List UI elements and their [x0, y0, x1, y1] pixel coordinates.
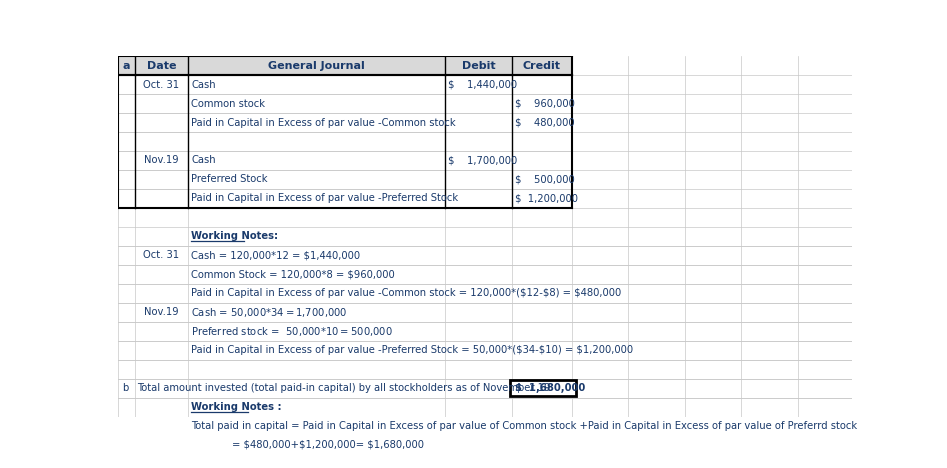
Text: Cash = 120,000*12 = $1,440,000: Cash = 120,000*12 = $1,440,000	[191, 250, 360, 260]
Bar	[118, 151, 572, 170]
Text: Common stock: Common stock	[191, 99, 265, 109]
Text: Working Notes:: Working Notes:	[191, 231, 278, 241]
Text: Total amount invested (total paid-in capital) by all stockholders as of November: Total amount invested (total paid-in cap…	[137, 383, 551, 393]
Text: Preferred stock =  50,000*$10 = $500,000: Preferred stock = 50,000*$10 = $500,000	[191, 325, 393, 338]
Bar	[118, 454, 852, 464]
Bar	[118, 75, 572, 94]
Text: = $480,000+$1,200,000= $1,680,000: = $480,000+$1,200,000= $1,680,000	[232, 440, 424, 450]
Bar	[188, 56, 445, 75]
Text: Preferred Stock: Preferred Stock	[191, 175, 268, 184]
Bar	[118, 56, 134, 75]
Bar	[118, 246, 572, 265]
Text: Common Stock = 120,000*8 = $960,000: Common Stock = 120,000*8 = $960,000	[191, 269, 395, 279]
Bar	[118, 322, 572, 341]
Bar	[118, 436, 852, 454]
Bar	[118, 132, 572, 151]
Text: Total paid in capital = Paid in Capital in Excess of par value of Common stock +: Total paid in capital = Paid in Capital …	[191, 421, 857, 431]
Text: Paid in Capital in Excess of par value -Preferred Stock: Paid in Capital in Excess of par value -…	[191, 193, 458, 204]
Text: General Journal: General Journal	[268, 61, 365, 71]
Bar	[118, 284, 572, 303]
Text: Nov.19: Nov.19	[144, 155, 179, 166]
Text: Paid in Capital in Excess of par value -Preferred Stock = 50,000*($34-$10) = $1,: Paid in Capital in Excess of par value -…	[191, 345, 634, 355]
Bar	[134, 56, 188, 75]
Text: $    1,440,000: $ 1,440,000	[448, 80, 517, 89]
Text: Oct. 31: Oct. 31	[143, 80, 179, 89]
Text: b: b	[122, 383, 128, 393]
Bar	[118, 341, 572, 359]
Bar	[118, 379, 852, 397]
Text: Cash = 50,000*$34 = $1,700,000: Cash = 50,000*$34 = $1,700,000	[191, 306, 348, 319]
Bar	[118, 303, 572, 322]
Bar	[118, 227, 572, 246]
Bar	[118, 94, 572, 113]
Text: $    500,000: $ 500,000	[515, 175, 575, 184]
Text: $    480,000: $ 480,000	[515, 117, 574, 128]
Text: Paid in Capital in Excess of par value -Common stock: Paid in Capital in Excess of par value -…	[191, 117, 456, 128]
Text: Nov.19: Nov.19	[144, 307, 179, 317]
Bar	[445, 56, 511, 75]
Text: Date: Date	[147, 61, 176, 71]
Bar	[118, 189, 572, 208]
Text: $  1,680,000: $ 1,680,000	[515, 383, 585, 393]
Text: Credit: Credit	[523, 61, 561, 71]
Bar	[118, 265, 572, 284]
Bar	[511, 56, 572, 75]
Bar	[118, 417, 852, 436]
Text: Oct. 31: Oct. 31	[143, 250, 179, 260]
Text: Paid in Capital in Excess of par value -Common stock = 120,000*($12-$8) = $480,0: Paid in Capital in Excess of par value -…	[191, 288, 621, 298]
Text: a: a	[123, 61, 130, 71]
Text: Cash: Cash	[191, 80, 216, 89]
Bar	[118, 113, 572, 132]
Text: Debit: Debit	[461, 61, 495, 71]
Text: $    1,700,000: $ 1,700,000	[448, 155, 517, 166]
Text: Cash: Cash	[191, 155, 216, 166]
Bar	[118, 170, 572, 189]
Bar	[118, 397, 852, 417]
Bar	[509, 380, 576, 396]
Text: $  1,200,000: $ 1,200,000	[515, 193, 578, 204]
Text: Working Notes :: Working Notes :	[191, 402, 281, 412]
Text: $    960,000: $ 960,000	[515, 99, 575, 109]
